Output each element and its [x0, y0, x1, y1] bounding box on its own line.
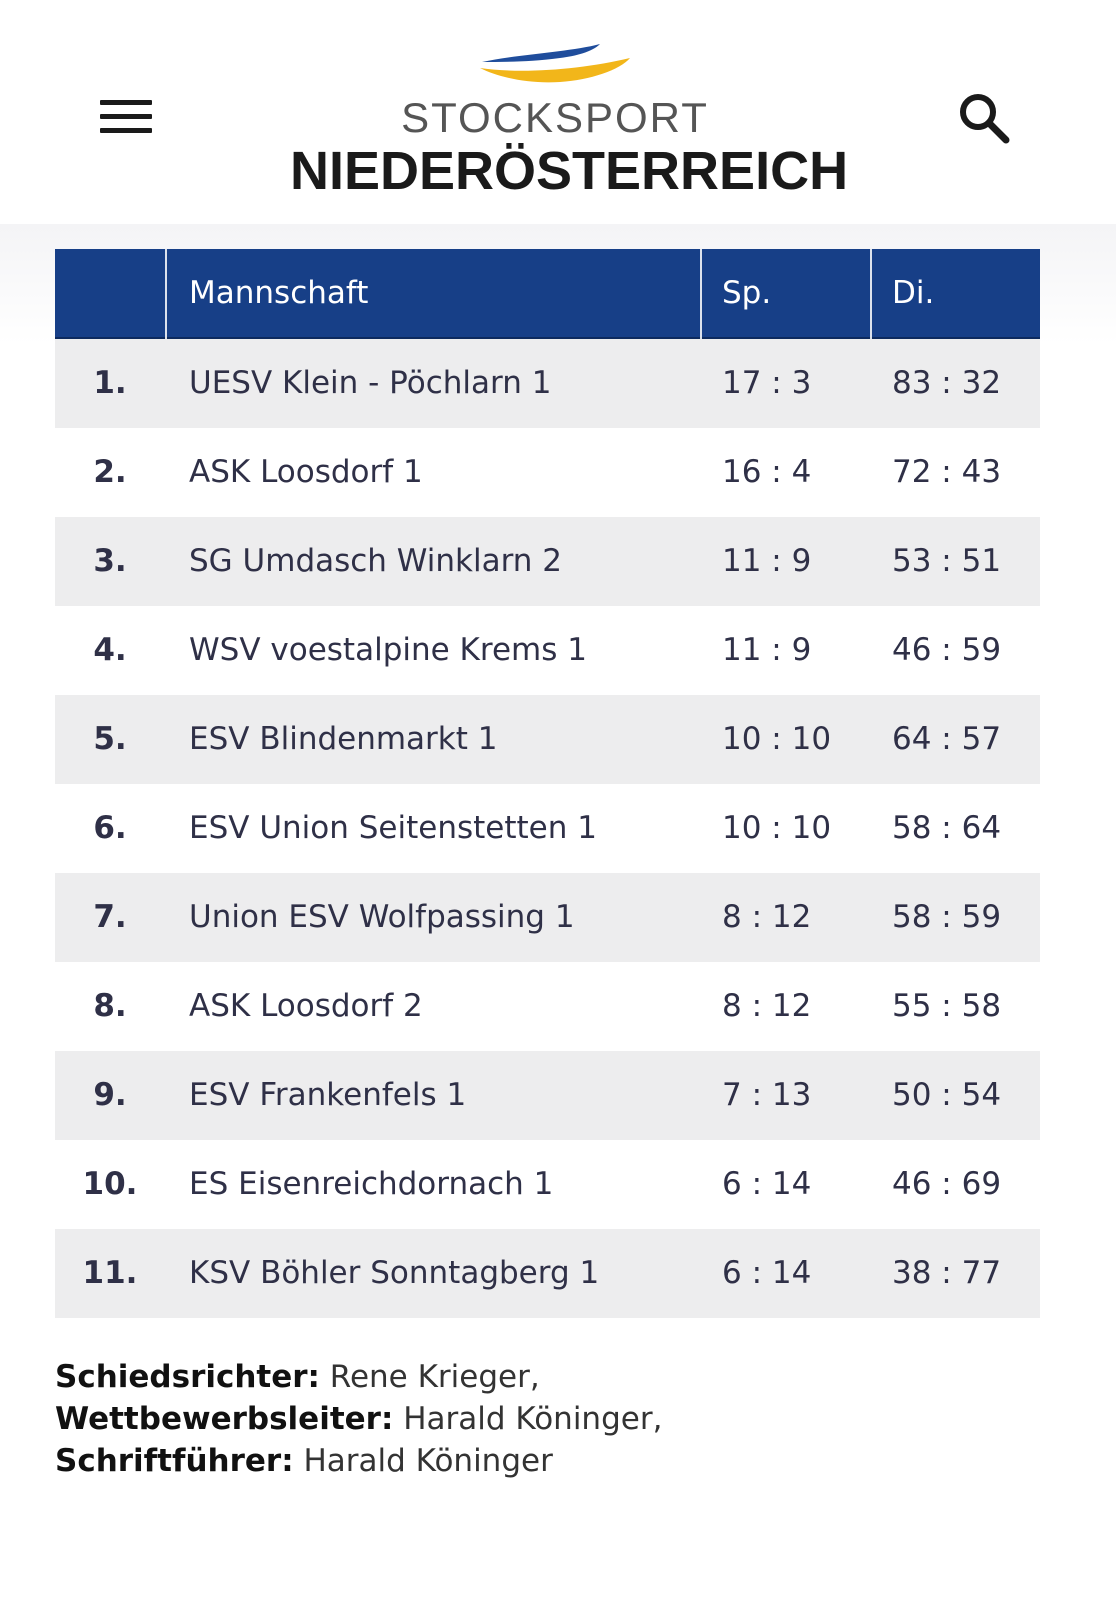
- rank-cell: 9.: [93, 1077, 127, 1113]
- table-row: 6. ESV Union Seitenstetten 1 10 : 10 58 …: [55, 784, 1040, 873]
- difference-cell: 58 : 64: [892, 810, 1002, 846]
- difference-cell: 58 : 59: [892, 899, 1002, 935]
- table-row: 7. Union ESV Wolfpassing 1 8 : 12 58 : 5…: [55, 873, 1040, 962]
- games-cell: 16 : 4: [722, 454, 812, 490]
- rank-cell: 11.: [82, 1255, 138, 1291]
- table-row: 1. UESV Klein - Pöchlarn 1 17 : 3 83 : 3…: [55, 339, 1040, 428]
- team-cell: WSV voestalpine Krems 1: [189, 632, 587, 668]
- table-row: 2. ASK Loosdorf 1 16 : 4 72 : 43: [55, 428, 1040, 517]
- difference-cell: 38 : 77: [892, 1255, 1002, 1291]
- site-logo[interactable]: STOCKSPORT NIEDERÖSTERREICH: [290, 36, 848, 201]
- hamburger-menu-icon[interactable]: [100, 98, 152, 138]
- team-cell: ASK Loosdorf 2: [189, 988, 423, 1024]
- games-cell: 11 : 9: [722, 632, 812, 668]
- table-row: 8. ASK Loosdorf 2 8 : 12 55 : 58: [55, 962, 1040, 1051]
- games-cell: 10 : 10: [722, 810, 832, 846]
- difference-cell: 83 : 32: [892, 365, 1002, 401]
- team-cell: Union ESV Wolfpassing 1: [189, 899, 575, 935]
- rank-cell: 1.: [93, 365, 127, 401]
- rank-cell: 6.: [93, 810, 127, 846]
- logo-swoosh-icon: [480, 44, 630, 83]
- logo-text-bottom: NIEDERÖSTERREICH: [290, 141, 849, 201]
- rank-cell: 4.: [93, 632, 127, 668]
- games-cell: 6 : 14: [722, 1255, 812, 1291]
- team-cell: ES Eisenreichdornach 1: [189, 1166, 554, 1202]
- table-row: 9. ESV Frankenfels 1 7 : 13 50 : 54: [55, 1051, 1040, 1140]
- recorder-line: Schriftführer: Harald Köninger: [55, 1440, 1055, 1482]
- recorder-value: Harald Köninger: [293, 1443, 553, 1479]
- referee-label: Schiedsrichter:: [55, 1359, 320, 1395]
- rank-cell: 8.: [93, 988, 127, 1024]
- menu-line: [100, 114, 152, 119]
- column-header-games[interactable]: Sp.: [700, 249, 870, 339]
- table-header: Mannschaft Sp. Di.: [55, 249, 1040, 339]
- team-cell: SG Umdasch Winklarn 2: [189, 543, 563, 579]
- standings-table: Mannschaft Sp. Di. 1. UESV Klein - Pöchl…: [55, 249, 1040, 1318]
- games-cell: 8 : 12: [722, 988, 812, 1024]
- difference-cell: 53 : 51: [892, 543, 1002, 579]
- table-row: 11. KSV Böhler Sonntagberg 1 6 : 14 38 :…: [55, 1229, 1040, 1318]
- menu-line: [100, 128, 152, 133]
- difference-cell: 46 : 59: [892, 632, 1002, 668]
- referee-line: Schiedsrichter: Rene Krieger,: [55, 1356, 1055, 1398]
- referee-value: Rene Krieger,: [319, 1359, 540, 1395]
- difference-cell: 64 : 57: [892, 721, 1002, 757]
- team-cell: KSV Böhler Sonntagberg 1: [189, 1255, 600, 1291]
- difference-cell: 50 : 54: [892, 1077, 1002, 1113]
- logo-text-top: STOCKSPORT: [401, 94, 709, 141]
- rank-cell: 10.: [82, 1166, 138, 1202]
- director-line: Wettbewerbsleiter: Harald Köninger,: [55, 1398, 1055, 1440]
- games-cell: 7 : 13: [722, 1077, 812, 1113]
- column-header-difference[interactable]: Di.: [870, 249, 1040, 339]
- games-cell: 11 : 9: [722, 543, 812, 579]
- games-cell: 17 : 3: [722, 365, 812, 401]
- games-cell: 10 : 10: [722, 721, 832, 757]
- difference-cell: 72 : 43: [892, 454, 1002, 490]
- team-cell: ESV Frankenfels 1: [189, 1077, 467, 1113]
- team-cell: UESV Klein - Pöchlarn 1: [189, 365, 552, 401]
- rank-cell: 7.: [93, 899, 127, 935]
- table-row: 5. ESV Blindenmarkt 1 10 : 10 64 : 57: [55, 695, 1040, 784]
- rank-cell: 3.: [93, 543, 127, 579]
- director-label: Wettbewerbsleiter:: [55, 1401, 394, 1437]
- difference-cell: 55 : 58: [892, 988, 1002, 1024]
- rank-cell: 5.: [93, 721, 127, 757]
- team-cell: ESV Blindenmarkt 1: [189, 721, 498, 757]
- team-cell: ESV Union Seitenstetten 1: [189, 810, 597, 846]
- recorder-label: Schriftführer:: [55, 1443, 294, 1479]
- table-row: 3. SG Umdasch Winklarn 2 11 : 9 53 : 51: [55, 517, 1040, 606]
- games-cell: 6 : 14: [722, 1166, 812, 1202]
- menu-line: [100, 100, 152, 105]
- team-cell: ASK Loosdorf 1: [189, 454, 423, 490]
- rank-cell: 2.: [93, 454, 127, 490]
- games-cell: 8 : 12: [722, 899, 812, 935]
- table-row: 10. ES Eisenreichdornach 1 6 : 14 46 : 6…: [55, 1140, 1040, 1229]
- site-header: STOCKSPORT NIEDERÖSTERREICH: [0, 0, 1116, 224]
- officials-info: Schiedsrichter: Rene Krieger, Wettbewerb…: [55, 1356, 1055, 1482]
- column-header-team[interactable]: Mannschaft: [165, 249, 700, 339]
- table-row: 4. WSV voestalpine Krems 1 11 : 9 46 : 5…: [55, 606, 1040, 695]
- search-icon[interactable]: [956, 90, 1012, 146]
- director-value: Harald Köninger,: [393, 1401, 663, 1437]
- column-header-rank: [55, 249, 165, 339]
- difference-cell: 46 : 69: [892, 1166, 1002, 1202]
